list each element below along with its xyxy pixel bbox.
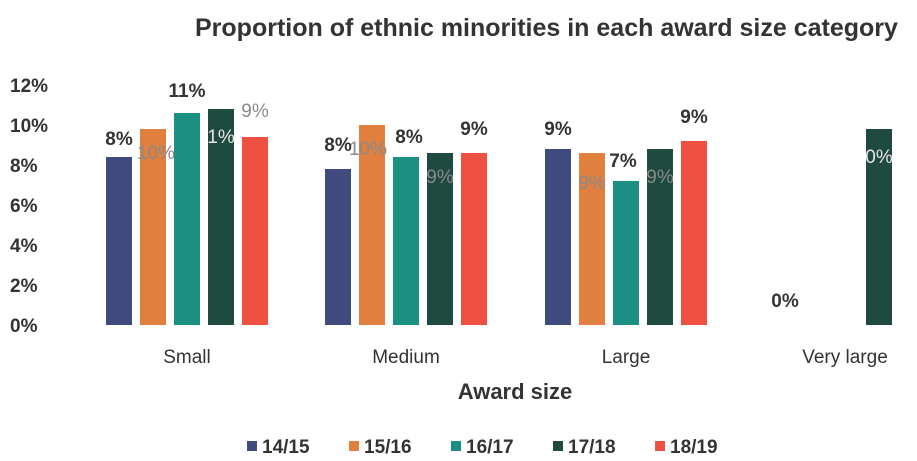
legend-swatch bbox=[451, 441, 461, 451]
y-tick-label: 4% bbox=[10, 236, 38, 257]
x-axis: Small Medium Large Very large bbox=[163, 347, 888, 368]
data-label: 9% bbox=[680, 107, 708, 128]
data-label: 1% bbox=[207, 127, 235, 148]
bar bbox=[359, 125, 385, 325]
data-label: 8% bbox=[324, 135, 352, 156]
y-tick-label: 8% bbox=[10, 156, 38, 177]
bar bbox=[461, 153, 487, 325]
y-tick-label: 0% bbox=[10, 316, 38, 337]
bar bbox=[579, 153, 605, 325]
bar bbox=[208, 109, 234, 325]
y-tick-label: 10% bbox=[10, 116, 48, 137]
legend-label: 14/15 bbox=[262, 437, 310, 458]
data-label: 8% bbox=[105, 129, 133, 150]
bar-series bbox=[106, 109, 892, 325]
y-tick-label: 6% bbox=[10, 196, 38, 217]
legend-swatch bbox=[655, 441, 665, 451]
data-label: 10% bbox=[349, 139, 387, 160]
x-tick-label: Medium bbox=[372, 347, 440, 368]
x-tick-label: Very large bbox=[802, 347, 888, 368]
bar bbox=[613, 181, 639, 325]
data-label: 11% bbox=[169, 81, 206, 102]
data-label: 0% bbox=[771, 291, 799, 312]
legend-swatch bbox=[349, 441, 359, 451]
y-tick-label: 12% bbox=[10, 76, 48, 97]
bar bbox=[866, 129, 892, 325]
bar bbox=[647, 149, 673, 325]
data-label: 9% bbox=[578, 173, 606, 194]
data-label: 9% bbox=[646, 167, 674, 188]
x-axis-title: Award size bbox=[458, 379, 573, 404]
data-label: 0% bbox=[865, 147, 893, 168]
data-labels: 8%10%11%1%9%8%10%8%9%9% 9%9%7%9%9%0%0% bbox=[105, 81, 893, 312]
legend-swatch bbox=[247, 441, 257, 451]
bar bbox=[242, 137, 268, 325]
legend-label: 17/18 bbox=[568, 437, 616, 458]
data-label: 7% bbox=[609, 151, 637, 172]
legend-label: 15/16 bbox=[364, 437, 412, 458]
bar bbox=[545, 149, 571, 325]
data-label: 10% bbox=[137, 143, 175, 164]
legend-label: 18/19 bbox=[670, 437, 718, 458]
chart-title: Proportion of ethnic minorities in each … bbox=[195, 14, 898, 42]
y-tick-label: 2% bbox=[10, 276, 38, 297]
x-tick-label: Large bbox=[602, 347, 651, 368]
bar bbox=[681, 141, 707, 325]
legend-label: 16/17 bbox=[466, 437, 514, 458]
bar bbox=[325, 169, 351, 325]
bar bbox=[174, 113, 200, 325]
bar bbox=[427, 153, 453, 325]
data-label: 8% bbox=[395, 127, 423, 148]
y-axis: 0% 2% 4% 6% 8% 10% 12% bbox=[10, 76, 48, 337]
bar bbox=[106, 157, 132, 325]
data-label: 9% bbox=[241, 101, 269, 122]
legend: 14/15 15/16 16/17 17/18 18/19 bbox=[247, 437, 718, 458]
x-tick-label: Small bbox=[163, 347, 211, 368]
data-label: 9% bbox=[460, 119, 488, 140]
legend-swatch bbox=[553, 441, 563, 451]
data-label: 9% bbox=[544, 119, 572, 140]
data-label: 9% bbox=[426, 167, 454, 188]
bar bbox=[140, 129, 166, 325]
bar bbox=[393, 157, 419, 325]
